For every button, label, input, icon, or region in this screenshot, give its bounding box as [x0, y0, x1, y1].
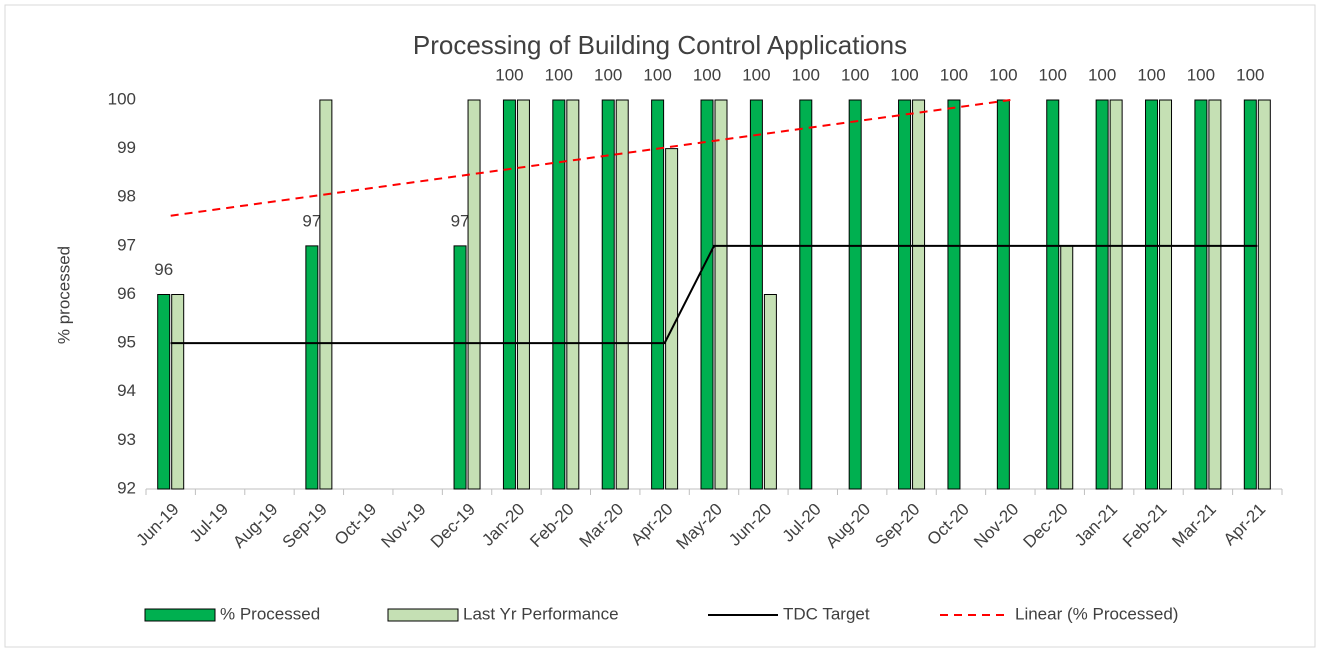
bar — [665, 148, 679, 490]
bar — [799, 99, 813, 490]
data-label: 100 — [643, 65, 671, 84]
legend-label: Last Yr Performance — [463, 604, 619, 623]
data-label: 100 — [940, 65, 968, 84]
x-tick-label: Feb-20 — [526, 500, 578, 552]
bar — [1145, 99, 1159, 490]
x-tick-label: Jul-19 — [186, 500, 232, 546]
y-tick-label: 97 — [117, 235, 136, 254]
line-series — [170, 99, 1011, 217]
x-tick-label: Sep-19 — [279, 500, 331, 552]
y-tick-label: 94 — [117, 381, 136, 400]
y-tick-label: 99 — [117, 138, 136, 157]
bar — [947, 99, 961, 490]
data-label: 100 — [1088, 65, 1116, 84]
x-tick-label: Jan-21 — [1071, 500, 1121, 550]
bar — [651, 99, 665, 490]
bar — [1257, 99, 1271, 490]
bar — [615, 99, 629, 490]
y-tick-label: 93 — [117, 430, 136, 449]
legend-swatch — [387, 608, 459, 622]
bar — [157, 294, 171, 490]
data-label: 100 — [594, 65, 622, 84]
x-tick-label: Apr-20 — [627, 500, 677, 550]
y-tick-label: 95 — [117, 333, 136, 352]
x-tick-label: Nov-19 — [377, 500, 429, 552]
data-label: 100 — [890, 65, 918, 84]
bar — [996, 99, 1010, 490]
bar — [848, 99, 862, 490]
x-tick-label: Dec-19 — [427, 500, 479, 552]
bar — [1095, 99, 1109, 490]
bar — [601, 99, 615, 490]
bar — [467, 99, 481, 490]
data-label: 100 — [1039, 65, 1067, 84]
line-series — [170, 244, 1258, 345]
data-label: 100 — [742, 65, 770, 84]
data-label: 100 — [1236, 65, 1264, 84]
y-axis-label: % processed — [54, 246, 73, 344]
x-tick-label: Oct-19 — [331, 500, 381, 550]
bar — [1159, 99, 1173, 490]
bar — [898, 99, 912, 490]
bar — [453, 245, 467, 490]
data-label: 96 — [154, 260, 173, 279]
x-tick-label: May-20 — [672, 500, 726, 554]
chart-frame — [4, 4, 1316, 648]
bar — [1208, 99, 1222, 490]
x-tick-label: Aug-19 — [229, 500, 281, 552]
bar — [700, 99, 714, 490]
bar — [552, 99, 566, 490]
data-label: 100 — [841, 65, 869, 84]
x-tick-label: Mar-21 — [1168, 500, 1220, 552]
x-tick-label: Apr-21 — [1220, 500, 1270, 550]
y-tick-label: 92 — [117, 478, 136, 497]
bar — [319, 99, 333, 490]
chart-title: Processing of Building Control Applicati… — [413, 30, 907, 60]
bar — [1109, 99, 1123, 490]
bar — [749, 99, 763, 490]
bar — [763, 294, 777, 490]
bar — [502, 99, 516, 490]
x-tick-label: Jan-20 — [478, 500, 528, 550]
legend-label: TDC Target — [783, 604, 870, 623]
bar — [516, 99, 530, 490]
data-label: 100 — [1187, 65, 1215, 84]
bar — [305, 245, 319, 490]
x-tick-label: Jun-20 — [725, 500, 775, 550]
x-tick-label: Nov-20 — [970, 500, 1022, 552]
legend-label: Linear (% Processed) — [1015, 604, 1178, 623]
legend-swatch — [144, 608, 216, 622]
x-tick-label: Sep-20 — [871, 500, 923, 552]
x-tick-label: Aug-20 — [822, 500, 874, 552]
data-label: 100 — [1137, 65, 1165, 84]
data-label: 100 — [792, 65, 820, 84]
x-tick-label: Jun-19 — [133, 500, 183, 550]
bar — [1194, 99, 1208, 490]
data-label: 100 — [545, 65, 573, 84]
data-label: 97 — [451, 211, 470, 230]
x-tick-label: Mar-20 — [576, 500, 628, 552]
data-label: 100 — [989, 65, 1017, 84]
y-tick-label: 96 — [117, 284, 136, 303]
bar — [714, 99, 728, 490]
data-label: 97 — [302, 211, 321, 230]
legend-label: % Processed — [220, 604, 320, 623]
bar — [1046, 99, 1060, 490]
x-tick-label: Dec-20 — [1020, 500, 1072, 552]
y-tick-label: 98 — [117, 187, 136, 206]
y-tick-label: 100 — [108, 89, 136, 108]
x-tick-label: Feb-21 — [1119, 500, 1171, 552]
x-tick-label: Oct-20 — [923, 500, 973, 550]
bar — [912, 99, 926, 490]
bar — [1243, 99, 1257, 490]
bar — [1060, 245, 1074, 490]
bar — [171, 294, 185, 490]
data-label: 100 — [693, 65, 721, 84]
x-tick-label: Jul-20 — [779, 500, 825, 546]
data-label: 100 — [495, 65, 523, 84]
bar — [566, 99, 580, 490]
